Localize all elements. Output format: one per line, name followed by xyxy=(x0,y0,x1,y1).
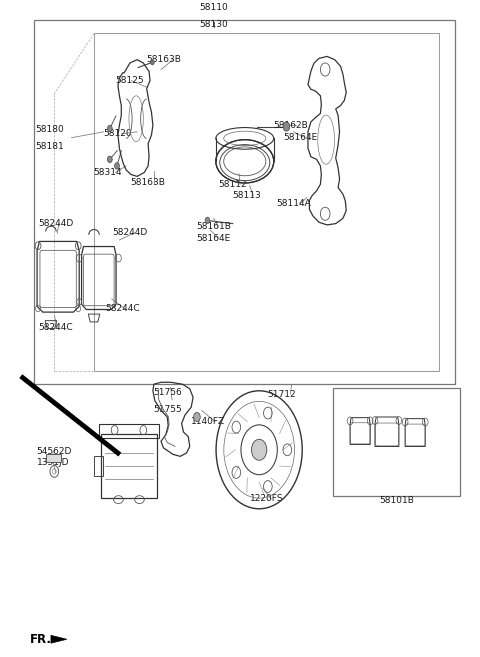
Text: 1220FS: 1220FS xyxy=(250,495,283,503)
Text: 58163B: 58163B xyxy=(147,55,181,64)
Text: 58314: 58314 xyxy=(93,168,122,177)
Text: 58120: 58120 xyxy=(104,129,132,138)
Text: 58244D: 58244D xyxy=(112,228,147,237)
Circle shape xyxy=(193,413,200,422)
Polygon shape xyxy=(51,635,67,643)
Text: FR.: FR. xyxy=(30,633,52,646)
Text: 58130: 58130 xyxy=(199,20,228,30)
Text: 58112: 58112 xyxy=(218,180,247,189)
Text: 58181: 58181 xyxy=(35,142,64,150)
Text: 58110: 58110 xyxy=(199,3,228,12)
Bar xyxy=(333,388,460,495)
Text: 58125: 58125 xyxy=(116,76,144,85)
Text: 58244C: 58244C xyxy=(105,304,140,313)
Circle shape xyxy=(252,440,267,461)
Circle shape xyxy=(115,163,120,170)
Text: 51756: 51756 xyxy=(153,388,181,397)
Circle shape xyxy=(151,60,155,65)
Text: 54562D: 54562D xyxy=(36,447,72,455)
Text: 58101B: 58101B xyxy=(380,496,414,505)
Text: 58244C: 58244C xyxy=(38,323,72,332)
Circle shape xyxy=(205,217,210,223)
Text: 1351JD: 1351JD xyxy=(36,459,69,467)
Text: 1140FZ: 1140FZ xyxy=(191,417,225,426)
Text: 58163B: 58163B xyxy=(130,179,165,187)
Text: 51755: 51755 xyxy=(153,405,181,414)
Text: 58113: 58113 xyxy=(232,191,261,200)
Text: 58164E: 58164E xyxy=(283,133,317,142)
Text: 58244D: 58244D xyxy=(38,219,73,228)
Text: 58180: 58180 xyxy=(35,125,64,134)
Circle shape xyxy=(283,122,290,131)
Circle shape xyxy=(108,156,112,163)
Text: 58164E: 58164E xyxy=(196,233,230,242)
Bar xyxy=(34,20,456,384)
Bar xyxy=(94,34,439,371)
Text: 58162B: 58162B xyxy=(274,121,308,130)
Circle shape xyxy=(108,125,112,132)
Text: 58114A: 58114A xyxy=(276,200,311,208)
Text: 58161B: 58161B xyxy=(196,222,231,231)
Text: 51712: 51712 xyxy=(268,390,296,399)
FancyBboxPatch shape xyxy=(46,454,61,462)
